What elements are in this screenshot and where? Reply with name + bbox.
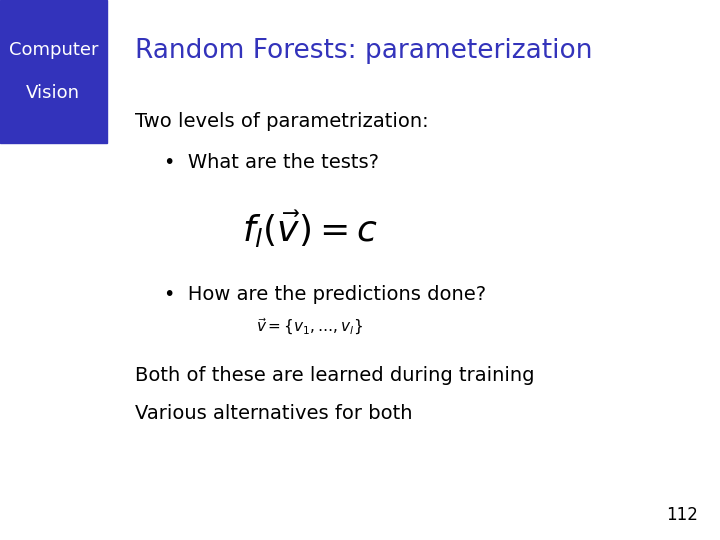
Text: Vision: Vision	[26, 84, 81, 102]
Text: Various alternatives for both: Various alternatives for both	[135, 403, 413, 423]
Text: Computer: Computer	[9, 41, 98, 59]
Text: •  How are the predictions done?: • How are the predictions done?	[164, 285, 486, 304]
Text: $\vec{v} = \{v_1, \ldots, v_l\}$: $\vec{v} = \{v_1, \ldots, v_l\}$	[256, 316, 363, 337]
Text: Random Forests: parameterization: Random Forests: parameterization	[135, 38, 593, 64]
FancyBboxPatch shape	[0, 0, 107, 143]
Text: •  What are the tests?: • What are the tests?	[164, 152, 379, 172]
Text: Two levels of parametrization:: Two levels of parametrization:	[135, 112, 429, 131]
Text: $f_l(\vec{v}) = c$: $f_l(\vec{v}) = c$	[242, 208, 377, 251]
Text: 112: 112	[667, 506, 698, 524]
Text: Both of these are learned during training: Both of these are learned during trainin…	[135, 366, 535, 385]
